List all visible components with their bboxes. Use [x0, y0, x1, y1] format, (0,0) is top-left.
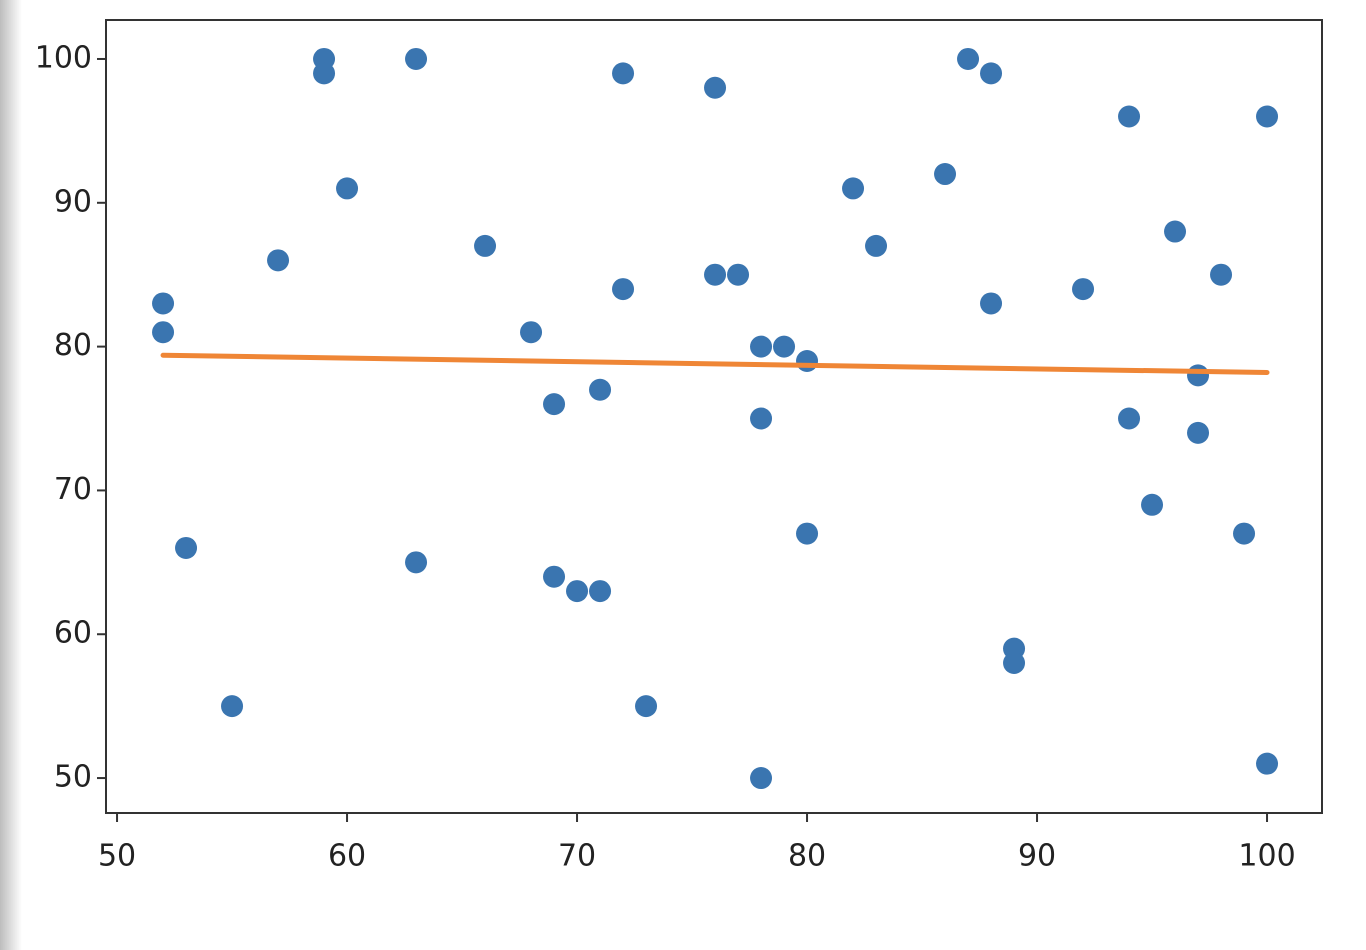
- x-tick-label: 100: [1238, 839, 1295, 874]
- scatter-point: [152, 321, 175, 344]
- scatter-point: [152, 292, 175, 315]
- scatter-point: [1003, 652, 1026, 675]
- scatter-point: [313, 62, 336, 85]
- scatter-point: [589, 378, 612, 401]
- scatter-point: [405, 551, 428, 574]
- scatter-point: [1072, 278, 1095, 301]
- scatter-point: [842, 177, 865, 200]
- scatter-point: [1233, 522, 1256, 545]
- scatter-point: [612, 62, 635, 85]
- scatter-point: [336, 177, 359, 200]
- scatter-point: [1256, 105, 1279, 128]
- scatter-point: [980, 292, 1003, 315]
- scatter-point: [267, 249, 290, 272]
- x-tick-label: 80: [788, 839, 826, 874]
- scatter-point: [1187, 421, 1210, 444]
- scatter-point: [980, 62, 1003, 85]
- scatter-point: [704, 263, 727, 286]
- scatter-point: [1118, 105, 1141, 128]
- scatter-point: [1210, 263, 1233, 286]
- scatter-point: [1256, 752, 1279, 775]
- scatter-point: [543, 565, 566, 588]
- scatter-point: [727, 263, 750, 286]
- y-tick-label: 90: [54, 184, 92, 219]
- scatter-point: [474, 234, 497, 257]
- scatter-point: [543, 393, 566, 416]
- x-tick-label: 70: [558, 839, 596, 874]
- scatter-point: [589, 580, 612, 603]
- scatter-point: [1187, 364, 1210, 387]
- window-edge: [0, 0, 22, 950]
- scatter-point: [957, 47, 980, 70]
- scatter-point: [773, 335, 796, 358]
- scatter-point: [1118, 407, 1141, 430]
- scatter-point: [405, 47, 428, 70]
- scatter-point: [865, 234, 888, 257]
- scatter-point: [1164, 220, 1187, 243]
- x-tick-label: 50: [98, 839, 136, 874]
- scatter-point: [635, 695, 658, 718]
- scatter-point: [1141, 493, 1164, 516]
- scatter-point: [934, 163, 957, 186]
- scatter-point: [221, 695, 244, 718]
- y-tick-label: 100: [35, 40, 92, 75]
- scatter-point: [750, 335, 773, 358]
- scatter-point: [612, 278, 635, 301]
- y-tick-label: 60: [54, 616, 92, 651]
- scatter-point: [566, 580, 589, 603]
- scatter-point: [750, 407, 773, 430]
- x-tick-label: 60: [328, 839, 366, 874]
- y-tick-label: 50: [54, 760, 92, 795]
- scatter-point: [175, 536, 198, 559]
- y-tick-label: 80: [54, 328, 92, 363]
- y-tick-label: 70: [54, 472, 92, 507]
- fit-line: [160, 352, 1270, 375]
- scatter-point: [750, 767, 773, 790]
- scatter-point: [704, 76, 727, 99]
- scatter-point: [796, 522, 819, 545]
- scatter-point: [796, 349, 819, 372]
- x-tick-label: 90: [1018, 839, 1056, 874]
- scatter-point: [520, 321, 543, 344]
